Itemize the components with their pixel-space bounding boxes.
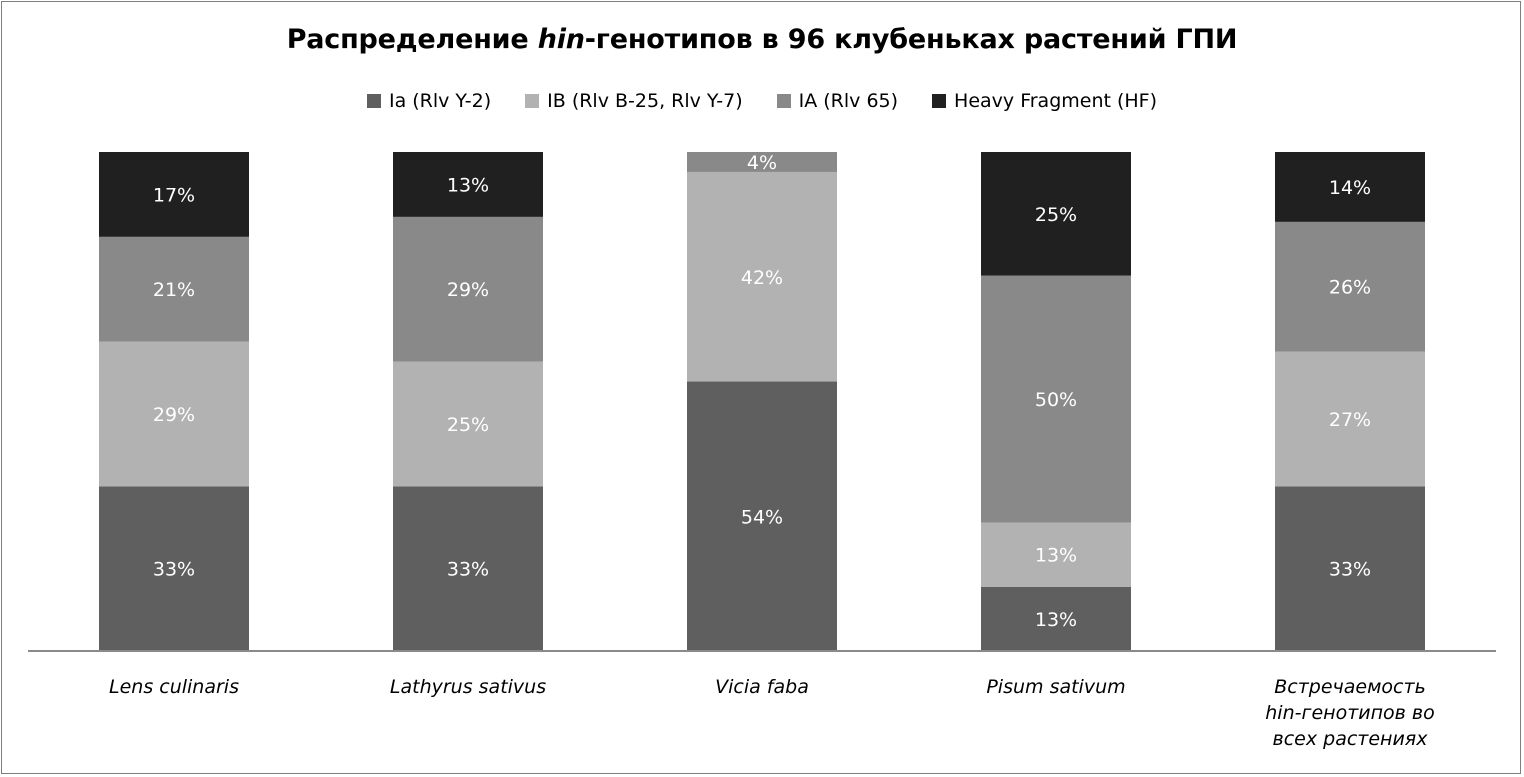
legend-swatch-hf (932, 94, 947, 108)
bar-segment (99, 236, 249, 342)
data-label: 33% (447, 559, 489, 581)
data-label: 13% (1035, 609, 1077, 631)
data-label: 29% (153, 404, 195, 426)
legend-label-ia: Ia (Rlv Y-2) (388, 90, 492, 112)
title-suffix: -генотипов в 96 клубеньках растений ГПИ (584, 24, 1238, 55)
legend-swatch-ia (366, 94, 381, 108)
bar-segment (1275, 351, 1425, 487)
legend-swatch-ia-rlv65 (776, 94, 791, 108)
data-label: 50% (1035, 389, 1077, 411)
bar-group: 54% 42% 4% (687, 152, 837, 651)
data-label: 33% (1329, 559, 1371, 581)
bar-segment (981, 586, 1131, 651)
bar-segment (1275, 486, 1425, 651)
category-label: Lens culinaris (109, 676, 239, 698)
bar-group: 33% 29% 21% 17% (99, 152, 249, 651)
category-label: всех растениях (1273, 728, 1429, 750)
data-label: 42% (741, 267, 783, 289)
bar-segment (393, 361, 543, 487)
category-label: Vicia faba (715, 676, 809, 698)
category-label: Lathyrus sativus (390, 676, 546, 698)
category-label: Встречаемость (1274, 676, 1426, 698)
data-label: 21% (153, 279, 195, 301)
bar-segment (99, 486, 249, 651)
bar-segment (393, 486, 543, 651)
bar-group: 33% 27% 26% 14% (1275, 152, 1425, 651)
bar-segment (99, 152, 249, 237)
data-label: 27% (1329, 409, 1371, 431)
title-emphasis: hin (537, 24, 585, 55)
legend-label-ia-rlv65: IA (Rlv 65) (798, 90, 899, 112)
category-label: Pisum sativum (986, 676, 1125, 698)
bar-segment (687, 381, 837, 651)
data-label: 4% (747, 152, 777, 174)
legend-label-ib: IB (Rlv B-25, Rlv Y-7) (547, 90, 743, 112)
bar-segment (687, 152, 837, 172)
bar-segment (981, 522, 1131, 587)
legend-swatch-ib (525, 94, 540, 108)
data-label: 13% (447, 174, 489, 196)
legend-item-hf: Heavy Fragment (HF) (932, 90, 1157, 112)
bar-segment (393, 152, 543, 217)
data-label: 25% (1035, 204, 1077, 226)
bar-group: 33% 25% 29% 13% (393, 152, 543, 651)
bar-segment (1275, 221, 1425, 352)
chart-title: Распределение hin-генотипов в 96 клубень… (0, 24, 1524, 55)
data-label: 29% (447, 279, 489, 301)
data-label: 14% (1329, 177, 1371, 199)
bar-segment (99, 341, 249, 487)
data-label: 13% (1035, 545, 1077, 567)
bar-segment (687, 171, 837, 382)
legend-item-ia: Ia (Rlv Y-2) (366, 90, 492, 112)
legend-item-ib: IB (Rlv B-25, Rlv Y-7) (525, 90, 743, 112)
bar-group: 13% 13% 50% 25% (981, 152, 1131, 651)
bar-segment (1275, 152, 1425, 222)
bar-segment (393, 216, 543, 362)
category-label: hin-генотипов во (1265, 702, 1434, 724)
data-label: 54% (741, 506, 783, 528)
bar-segment (981, 152, 1131, 276)
title-prefix: Распределение (286, 24, 538, 55)
data-label: 33% (153, 559, 195, 581)
legend-label-hf: Heavy Fragment (HF) (954, 90, 1158, 112)
bar-segment (981, 275, 1131, 523)
data-label: 26% (1329, 277, 1371, 299)
data-label: 17% (153, 184, 195, 206)
legend-item-ia-rlv65: IA (Rlv 65) (776, 90, 899, 112)
data-label: 25% (447, 414, 489, 436)
chart-legend: Ia (Rlv Y-2) IB (Rlv B-25, Rlv Y-7) IA (… (0, 90, 1524, 112)
